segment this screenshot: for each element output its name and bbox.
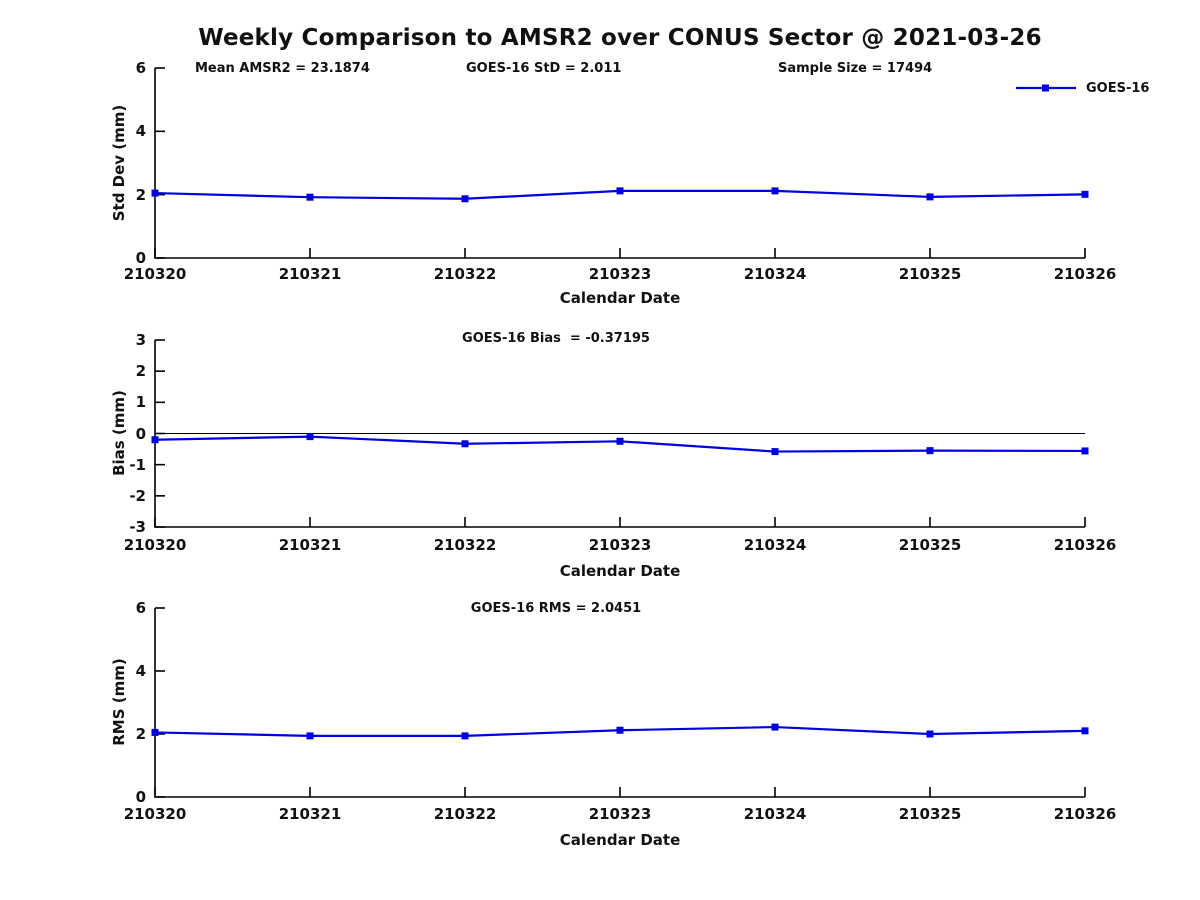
data-marker (771, 187, 779, 195)
y-tick-label-bias: -1 (129, 455, 146, 474)
data-marker (616, 726, 624, 734)
x-tick-label-bias: 210322 (433, 536, 497, 554)
y-tick-label-std-dev: 0 (135, 249, 146, 267)
chart-bias (151, 339, 1089, 528)
y-tick-label-std-dev: 6 (135, 59, 146, 77)
data-marker (306, 732, 314, 740)
xlabel-bias: Calendar Date (559, 562, 681, 580)
x-tick-label-std-dev: 210326 (1053, 265, 1117, 283)
y-tick-label-bias: 1 (135, 393, 146, 412)
x-tick-label-bias: 210320 (123, 536, 187, 554)
y-tick-label-bias: -2 (129, 486, 146, 505)
y-tick-label-rms: 4 (135, 662, 146, 680)
data-marker (306, 193, 314, 201)
y-tick-label-std-dev: 4 (135, 122, 146, 141)
data-marker (926, 447, 934, 455)
y-tick-label-rms: 6 (135, 599, 146, 617)
x-tick-label-rms: 210321 (278, 805, 342, 823)
xlabel-std-dev: Calendar Date (559, 289, 681, 307)
rms-chart-title: GOES-16 RMS = 2.0451 (470, 601, 642, 616)
data-marker (1081, 727, 1089, 735)
x-tick-label-std-dev: 210323 (588, 265, 652, 283)
data-marker (1081, 190, 1089, 198)
data-marker (151, 436, 159, 444)
x-tick-label-std-dev: 210321 (278, 265, 342, 283)
x-tick-label-bias: 210325 (898, 536, 962, 554)
y-tick-label-bias: 2 (135, 362, 146, 381)
x-tick-label-std-dev: 210324 (743, 265, 807, 283)
x-tick-label-rms: 210324 (743, 805, 807, 823)
x-tick-label-rms: 210325 (898, 805, 962, 823)
data-marker (771, 448, 779, 456)
data-marker (461, 195, 469, 203)
chart-rms (151, 607, 1089, 798)
data-marker (461, 440, 469, 448)
x-tick-label-rms: 210320 (123, 805, 187, 823)
data-marker (771, 723, 779, 731)
y-tick-label-std-dev: 2 (135, 185, 146, 204)
x-tick-label-bias: 210324 (743, 536, 807, 554)
chart-std-dev (151, 67, 1089, 259)
x-tick-label-bias: 210321 (278, 536, 342, 554)
x-tick-label-std-dev: 210325 (898, 265, 962, 283)
mean-amsr2-annotation: Mean AMSR2 = 23.1874 (195, 61, 370, 76)
xlabel-rms: Calendar Date (559, 831, 681, 849)
sample-size-annotation: Sample Size = 17494 (778, 61, 933, 76)
data-marker (1081, 447, 1089, 455)
x-tick-label-rms: 210323 (588, 805, 652, 823)
data-marker (461, 732, 469, 740)
axis-rms (154, 608, 1085, 798)
goes16-std-annotation: GOES-16 StD = 2.011 (466, 61, 622, 76)
y-tick-label-bias: 3 (135, 331, 146, 349)
data-marker (616, 187, 624, 195)
y-tick-label-bias: 0 (135, 424, 146, 443)
y-tick-label-rms: 2 (135, 725, 146, 743)
x-tick-label-rms: 210322 (433, 805, 497, 823)
figure-title: Weekly Comparison to AMSR2 over CONUS Se… (198, 25, 1042, 51)
data-marker (926, 730, 934, 738)
x-tick-label-bias: 210326 (1053, 536, 1117, 554)
x-tick-label-std-dev: 210322 (433, 265, 497, 283)
x-tick-label-rms: 210326 (1053, 805, 1117, 823)
data-marker (616, 437, 624, 445)
data-marker (151, 189, 159, 197)
data-marker (926, 193, 934, 201)
legend-line-marker-icon (1016, 84, 1076, 92)
legend-label: GOES-16 (1086, 80, 1150, 96)
x-tick-label-std-dev: 210320 (123, 265, 187, 283)
bias-chart-title: GOES-16 Bias = -0.37195 (462, 331, 650, 346)
y-tick-label-bias: -3 (129, 518, 146, 536)
legend: GOES-16 (1014, 80, 1149, 96)
data-marker (306, 433, 314, 441)
y-tick-label-rms: 0 (135, 788, 146, 806)
data-marker (151, 728, 159, 736)
x-tick-label-bias: 210323 (588, 536, 652, 554)
axis-std-dev (154, 68, 1085, 259)
